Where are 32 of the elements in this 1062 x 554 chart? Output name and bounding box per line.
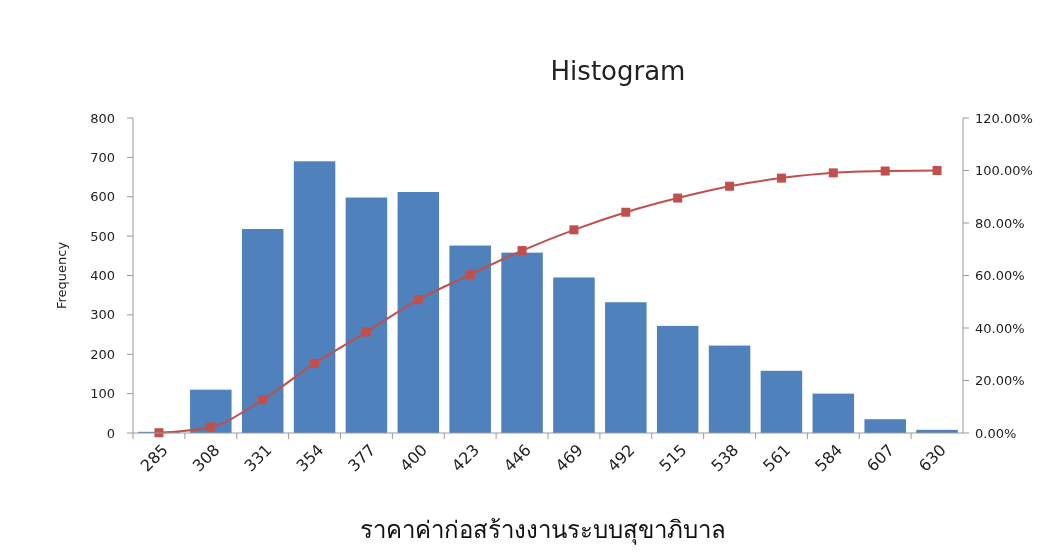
x-tick-label: 492 <box>603 440 639 476</box>
y2-tick-label: 60.00% <box>975 268 1025 284</box>
y-tick-label: 500 <box>90 228 115 244</box>
x-tick-label: 331 <box>240 440 276 476</box>
x-tick-label: 354 <box>292 440 328 476</box>
y-tick-label: 100 <box>90 386 115 402</box>
x-tick-label: 538 <box>707 440 743 476</box>
y2-tick-label: 0.00% <box>975 425 1017 441</box>
y-tick-label: 800 <box>90 110 115 126</box>
x-tick-label: 630 <box>914 440 950 476</box>
y-axis-title: Frequency <box>54 241 69 310</box>
y2-tick-label: 20.00% <box>975 373 1025 389</box>
x-tick-label: 469 <box>551 440 587 476</box>
y2-tick-label: 40.00% <box>975 320 1025 336</box>
x-tick-label: 400 <box>396 440 432 476</box>
chart-title: Histogram <box>550 56 686 86</box>
x-tick-label: 584 <box>811 440 847 476</box>
y2-tick-label: 100.00% <box>975 163 1033 179</box>
y-tick-label: 0 <box>106 425 115 441</box>
x-axis-title: ราคาค่าก่อสร้างงานระบบสุขาภิบาล <box>360 516 726 545</box>
x-tick-label: 446 <box>499 440 535 476</box>
y-tick-label: 300 <box>90 307 115 323</box>
y-tick-label: 200 <box>90 346 115 362</box>
x-tick-label: 423 <box>447 440 483 476</box>
y-tick-label: 700 <box>90 149 115 165</box>
x-tick-label: 561 <box>759 440 795 476</box>
y-tick-label: 600 <box>90 189 115 205</box>
x-tick-label: 308 <box>188 440 224 476</box>
y2-tick-label: 120.00% <box>975 110 1033 126</box>
x-tick-label: 607 <box>862 440 898 476</box>
y2-tick-label: 80.00% <box>975 215 1025 231</box>
y-tick-label: 400 <box>90 268 115 284</box>
